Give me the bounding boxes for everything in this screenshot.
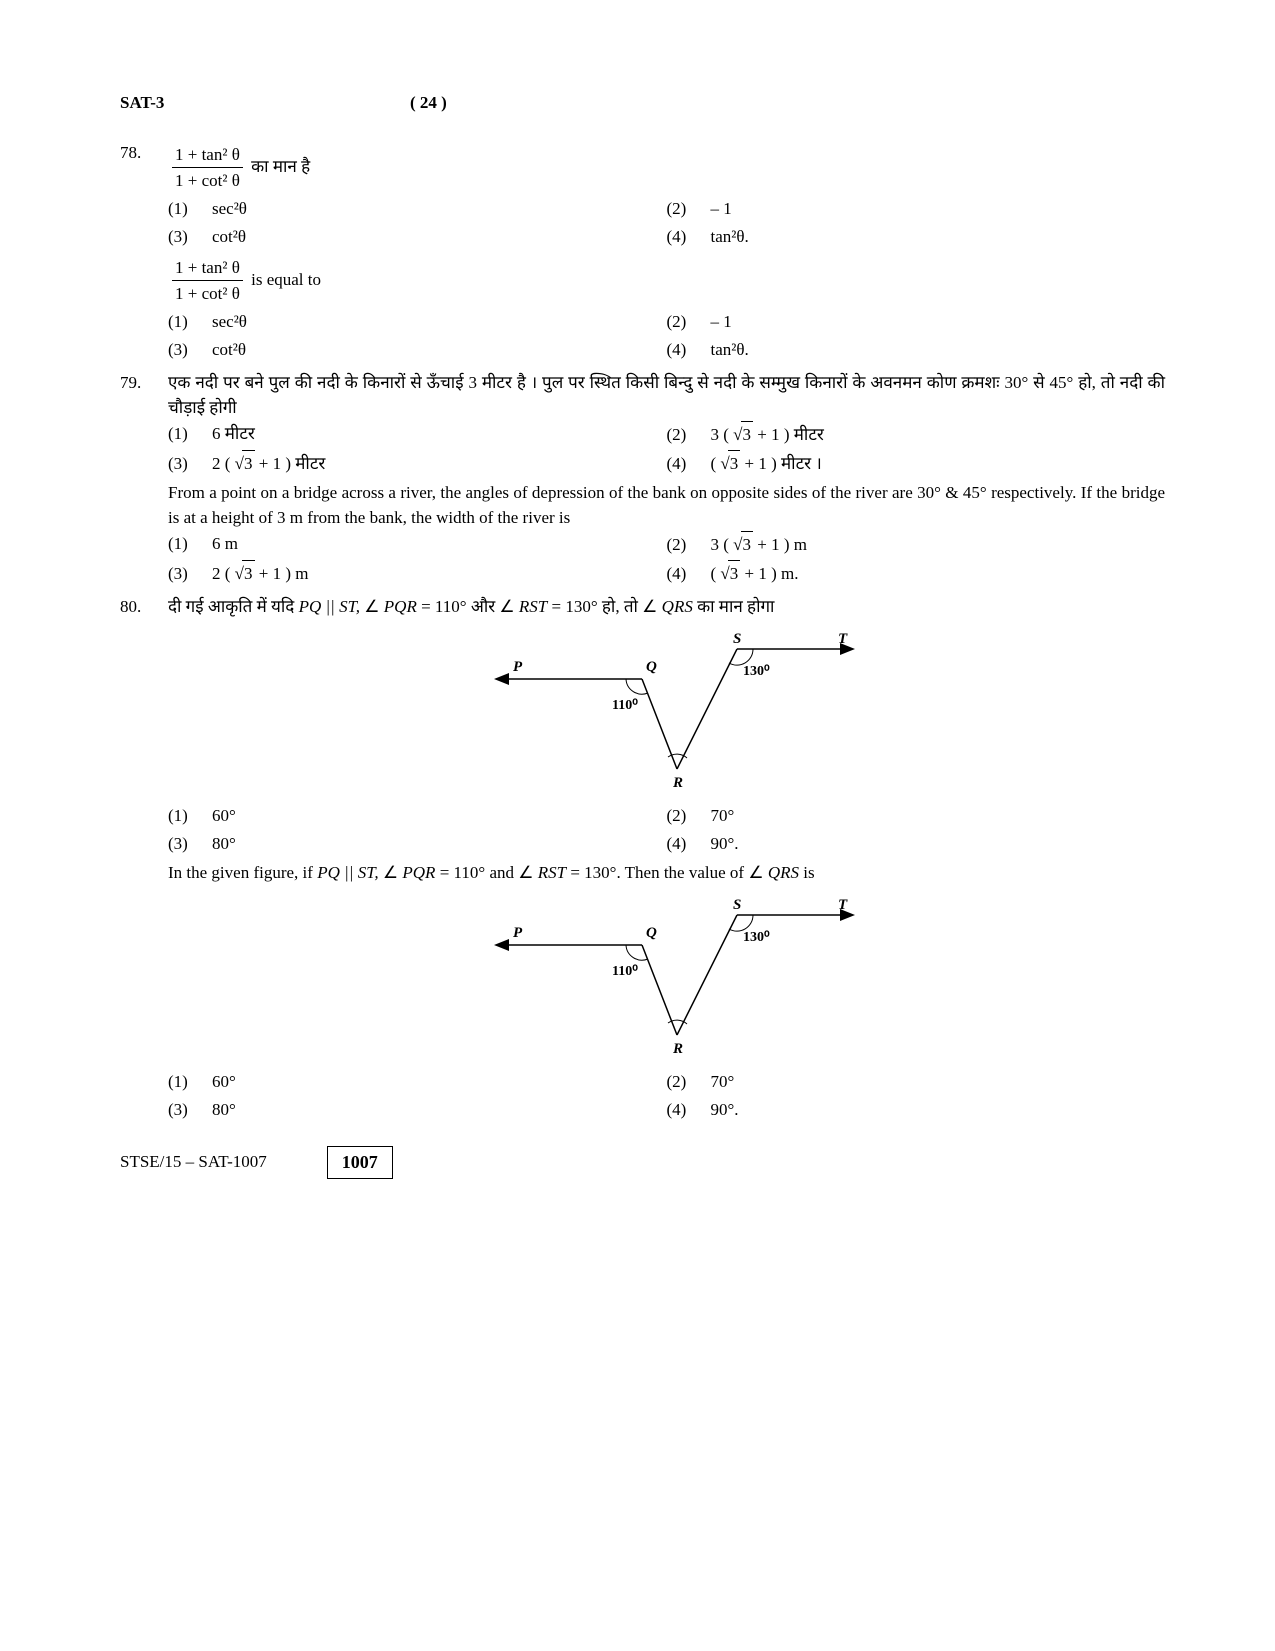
q80-figure-english: P Q R S T 110⁰ 130⁰ [168,895,1165,1063]
stem-tail: is equal to [247,269,321,288]
option-2: (2)– 1 [667,196,1166,222]
svg-text:R: R [672,1041,683,1055]
fraction: 1 + tan² θ 1 + cot² θ [172,255,243,307]
option-2: (2)– 1 [667,309,1166,335]
option-3: (3)2 ( 3 + 1 ) मीटर [168,450,667,477]
fraction: 1 + tan² θ 1 + cot² θ [172,142,243,194]
question-79: 79. एक नदी पर बने पुल की नदी के किनारों … [120,370,1165,590]
question-number: 79. [120,370,168,590]
q79-english-stem: From a point on a bridge across a river,… [168,480,1165,531]
option-1: (1)60° [168,1069,667,1095]
svg-text:T: T [838,631,848,647]
q79-options-english: (1)6 m (2)3 ( 3 + 1 ) m (3)2 ( 3 + 1 ) m… [168,531,1165,590]
option-3: (3)80° [168,831,667,857]
option-1: (1)sec²θ [168,196,667,222]
option-3: (3)cot²θ [168,224,667,250]
q79-hindi-stem: एक नदी पर बने पुल की नदी के किनारों से ऊ… [168,370,1165,421]
question-body: दी गई आकृति में यदि PQ || ST, ∠ PQR = 11… [168,594,1165,1126]
q79-options-hindi: (1)6 मीटर (2)3 ( 3 + 1 ) मीटर (3)2 ( 3 +… [168,421,1165,480]
svg-text:R: R [672,775,683,789]
option-1: (1)sec²θ [168,309,667,335]
q80-options-english: (1)60° (2)70° (3)80° (4)90°. [168,1069,1165,1126]
option-4: (4)tan²θ. [667,337,1166,363]
option-2: (2)3 ( 3 + 1 ) m [667,531,1166,558]
option-4: (4)90°. [667,831,1166,857]
q80-hindi-stem: दी गई आकृति में यदि PQ || ST, ∠ PQR = 11… [168,594,1165,620]
footer-code: 1007 [327,1146,393,1179]
option-4: (4)tan²θ. [667,224,1166,250]
q78-english-stem: 1 + tan² θ 1 + cot² θ is equal to [168,253,1165,309]
q78-hindi-stem: 1 + tan² θ 1 + cot² θ का मान है [168,140,1165,196]
footer-left: STSE/15 – SAT-1007 [120,1149,267,1175]
option-3: (3)80° [168,1097,667,1123]
svg-text:S: S [733,897,741,913]
stem-tail: का मान है [247,156,310,175]
svg-text:Q: Q [646,925,657,941]
denominator: 1 + cot² θ [172,168,243,194]
q80-figure-hindi: P Q R S T 110⁰ 130⁰ [168,629,1165,797]
header-left: SAT-3 [120,90,410,116]
svg-text:P: P [513,659,523,675]
q80-english-stem: In the given figure, if PQ || ST, ∠ PQR … [168,860,1165,886]
question-number: 78. [120,140,168,366]
svg-text:S: S [733,631,741,647]
question-78: 78. 1 + tan² θ 1 + cot² θ का मान है (1)s… [120,140,1165,366]
option-3: (3)cot²θ [168,337,667,363]
svg-text:130⁰: 130⁰ [743,930,770,945]
option-4: (4)( 3 + 1 ) मीटर । [667,450,1166,477]
q78-options-hindi: (1)sec²θ (2)– 1 (3)cot²θ (4)tan²θ. [168,196,1165,253]
option-1: (1)6 m [168,531,667,558]
question-body: एक नदी पर बने पुल की नदी के किनारों से ऊ… [168,370,1165,590]
svg-text:P: P [513,925,523,941]
svg-text:130⁰: 130⁰ [743,664,770,679]
page-footer: STSE/15 – SAT-1007 1007 [120,1146,1165,1179]
option-1: (1)6 मीटर [168,421,667,448]
question-number: 80. [120,594,168,1126]
page-header: SAT-3 ( 24 ) [120,90,1165,116]
svg-text:Q: Q [646,659,657,675]
header-page-number: ( 24 ) [410,90,447,116]
svg-text:110⁰: 110⁰ [612,698,638,713]
denominator: 1 + cot² θ [172,281,243,307]
q78-options-english: (1)sec²θ (2)– 1 (3)cot²θ (4)tan²θ. [168,309,1165,366]
option-3: (3)2 ( 3 + 1 ) m [168,560,667,587]
option-2: (2)3 ( 3 + 1 ) मीटर [667,421,1166,448]
numerator: 1 + tan² θ [172,255,243,282]
option-2: (2)70° [667,1069,1166,1095]
option-4: (4)90°. [667,1097,1166,1123]
numerator: 1 + tan² θ [172,142,243,169]
option-2: (2)70° [667,803,1166,829]
question-body: 1 + tan² θ 1 + cot² θ का मान है (1)sec²θ… [168,140,1165,366]
q80-options-hindi: (1)60° (2)70° (3)80° (4)90°. [168,803,1165,860]
geometry-figure: P Q R S T 110⁰ 130⁰ [477,629,857,789]
geometry-figure: P Q R S T 110⁰ 130⁰ [477,895,857,1055]
option-4: (4)( 3 + 1 ) m. [667,560,1166,587]
svg-text:T: T [838,897,848,913]
svg-text:110⁰: 110⁰ [612,964,638,979]
option-1: (1)60° [168,803,667,829]
question-80: 80. दी गई आकृति में यदि PQ || ST, ∠ PQR … [120,594,1165,1126]
